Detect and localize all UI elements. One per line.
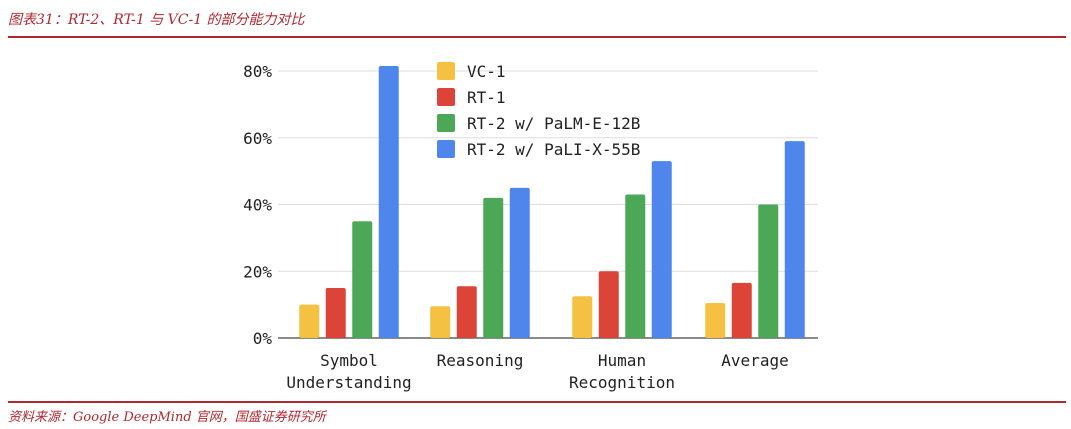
legend-label: RT-2 w/ PaLI-X-55B <box>467 140 640 159</box>
legend-swatch <box>437 62 455 80</box>
bar-rt-1-2 <box>598 271 619 338</box>
y-tick-label: 40% <box>243 196 272 215</box>
bar-rt-2-w-pali-x-55b-0 <box>378 65 399 339</box>
bar-rt-1-3 <box>731 282 752 338</box>
legend-label: RT-1 <box>467 88 506 107</box>
legend-swatch <box>437 114 455 132</box>
x-tick-labels: Symbol Understanding Reasoning Human Recogni… <box>286 351 788 392</box>
caption-divider <box>8 36 1066 38</box>
bar-vc-1-3 <box>705 302 726 338</box>
bar-rt-2-w-pali-x-55b-3 <box>784 141 805 338</box>
y-tick-label: 20% <box>243 262 272 281</box>
bar-rt-1-1 <box>456 286 477 338</box>
legend-label: RT-2 w/ PaLM-E-12B <box>467 114 640 133</box>
figure-caption: 图表31：RT-2、RT-1 与 VC-1 的部分能力对比 <box>8 12 305 28</box>
bar-rt-2-w-pali-x-55b-2 <box>651 161 672 338</box>
legend-swatch <box>437 88 455 106</box>
x-tick-label: Human <box>598 351 646 370</box>
bar-vc-1-1 <box>430 306 451 338</box>
x-tick-label: Reasoning <box>437 351 524 370</box>
legend-label: VC-1 <box>467 62 506 81</box>
bars <box>299 65 805 339</box>
x-tick-label: Average <box>721 351 788 370</box>
bar-rt-2-w-palm-e-12b-3 <box>758 204 779 338</box>
x-tick-label: Understanding <box>286 373 411 392</box>
bar-rt-2-w-palm-e-12b-0 <box>352 221 373 338</box>
source-divider <box>8 401 1066 403</box>
legend-swatch <box>437 140 455 158</box>
bar-rt-2-w-palm-e-12b-2 <box>625 194 646 338</box>
bar-rt-1-0 <box>325 287 346 338</box>
y-tick-label: 60% <box>243 129 272 148</box>
y-tick-label: 0% <box>253 329 273 348</box>
x-tick-label: Recognition <box>569 373 675 392</box>
legend: VC-1 RT-1 RT-2 w/ PaLM-E-12B RT-2 w/ PaLI-X… <box>437 62 640 159</box>
y-tick-labels: 0% 20% 40% 60% 80% <box>243 62 272 348</box>
y-tick-label: 80% <box>243 62 272 81</box>
bar-rt-2-w-palm-e-12b-1 <box>483 197 504 338</box>
bar-vc-1-2 <box>572 296 593 338</box>
figure-source: 资料来源：Google DeepMind 官网，国盛证券研究所 <box>8 410 326 425</box>
x-tick-label: Symbol <box>320 351 378 370</box>
bar-rt-2-w-pali-x-55b-1 <box>509 187 530 338</box>
bar-vc-1-0 <box>299 304 320 338</box>
